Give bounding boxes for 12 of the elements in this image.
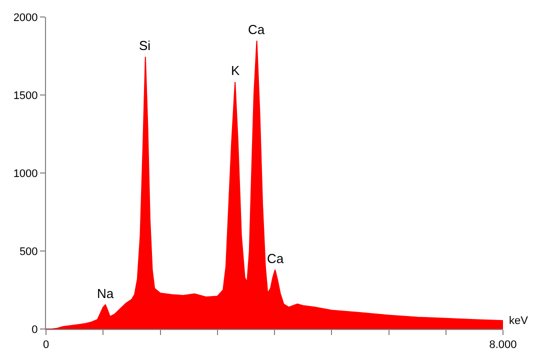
annotation: Ca bbox=[248, 22, 266, 37]
y-tick-label: 1500 bbox=[13, 90, 38, 102]
y-tick-label: 1000 bbox=[13, 168, 38, 180]
annotation: Na bbox=[97, 286, 114, 301]
y-tick-label: 0 bbox=[32, 324, 38, 336]
x-axis-title: keV bbox=[509, 315, 529, 327]
annotation: K bbox=[231, 63, 240, 78]
annotation: Si bbox=[139, 38, 151, 53]
y-tick-label: 500 bbox=[19, 246, 38, 258]
annotation: Ca bbox=[267, 251, 284, 266]
y-tick-label: 2000 bbox=[13, 12, 38, 24]
x-tick-label: 8.000 bbox=[489, 339, 517, 352]
